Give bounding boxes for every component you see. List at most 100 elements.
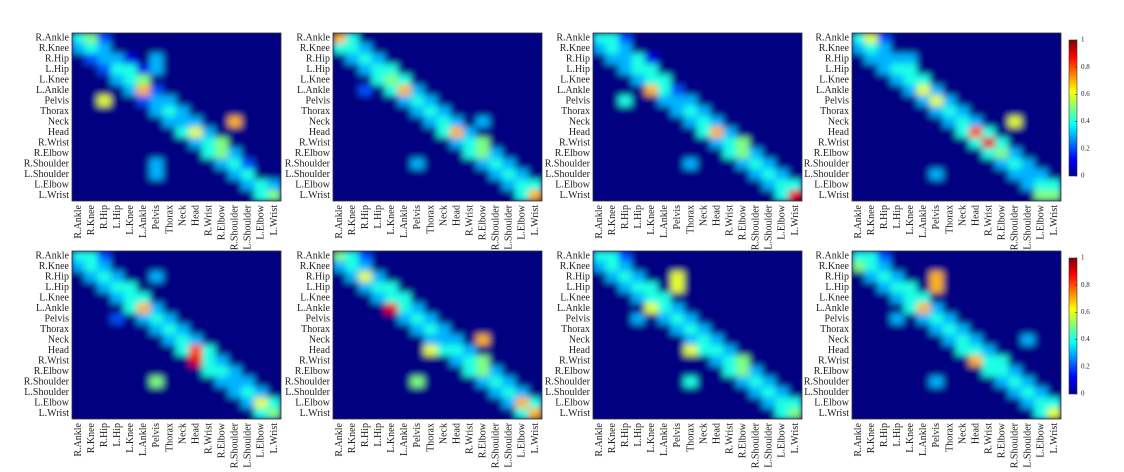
cell: [502, 292, 517, 304]
cell: [254, 261, 269, 273]
cell: [189, 33, 204, 44]
cell: [97, 116, 112, 128]
cell: [736, 251, 751, 262]
y-tick-label: L.Elbow: [295, 398, 330, 409]
cell: [202, 127, 217, 139]
cell: [254, 324, 269, 336]
cell: [723, 74, 738, 86]
cell: [254, 251, 269, 262]
cell: [528, 376, 542, 388]
cell: [618, 292, 633, 304]
cell: [1021, 190, 1036, 201]
cell: [697, 366, 712, 378]
cell: [995, 345, 1010, 357]
cell: [631, 116, 646, 128]
cell: [788, 106, 802, 118]
cell: [215, 190, 230, 201]
cell: [345, 127, 360, 139]
cell: [1047, 397, 1061, 409]
cell: [697, 334, 712, 346]
cell: [123, 106, 138, 118]
cell: [515, 292, 530, 304]
x-tick-label: L.Ankle: [659, 422, 670, 456]
cell: [136, 345, 151, 357]
cell: [657, 261, 672, 273]
cell: [852, 261, 866, 273]
cell: [254, 169, 269, 181]
cell: [502, 313, 517, 325]
cell: [1034, 179, 1049, 191]
cell: [371, 387, 386, 399]
cell: [1034, 324, 1049, 336]
cell: [723, 116, 738, 128]
cell: [593, 179, 607, 191]
cell: [149, 334, 164, 346]
x-tick-label: L.Hip: [373, 205, 384, 229]
cell: [683, 271, 698, 283]
cell: [345, 366, 360, 378]
cell: [723, 397, 738, 409]
cell: [657, 33, 672, 44]
cell: [123, 408, 138, 419]
cell: [969, 169, 984, 181]
cell: [982, 334, 997, 346]
cell: [476, 169, 491, 181]
cell: [358, 376, 373, 388]
y-tick-label: L.Knee: [560, 75, 590, 86]
cell: [657, 271, 672, 283]
cell: [697, 271, 712, 283]
cell: [97, 376, 112, 388]
cell: [84, 148, 99, 160]
y-tick-label: Head: [48, 127, 69, 138]
cell: [762, 313, 777, 325]
x-tick-label: L.Knee: [905, 204, 916, 234]
cell: [72, 53, 86, 65]
y-tick-label: R.Shoulder: [285, 377, 331, 388]
cell: [515, 397, 530, 409]
cell: [929, 271, 944, 283]
cell: [345, 271, 360, 283]
cell: [84, 303, 99, 315]
cell: [384, 334, 399, 346]
cell: [176, 43, 191, 55]
cell: [345, 408, 360, 419]
cell: [410, 74, 425, 86]
cell: [982, 387, 997, 399]
cell: [1021, 64, 1036, 76]
cell: [749, 366, 764, 378]
cell: [502, 148, 517, 160]
cell: [149, 261, 164, 273]
x-tick-label: R.Ankle: [73, 204, 84, 238]
y-tick-label: R.Knee: [560, 43, 591, 54]
cell: [254, 148, 269, 160]
cell: [176, 95, 191, 107]
cell: [1047, 74, 1061, 86]
cell: [775, 261, 790, 273]
cell: [1034, 106, 1049, 118]
cell: [450, 408, 465, 419]
cell: [916, 313, 931, 325]
x-tick-label: R.Shoulder: [230, 422, 241, 468]
x-tick-label: L.Shoulder: [243, 204, 254, 249]
cell: [644, 137, 659, 149]
cell: [358, 190, 373, 201]
cell: [736, 127, 751, 139]
cell: [736, 169, 751, 181]
cell: [929, 366, 944, 378]
cell: [450, 190, 465, 201]
cell: [723, 251, 738, 262]
cell: [476, 53, 491, 65]
cell: [657, 303, 672, 315]
cell: [123, 179, 138, 191]
cell: [515, 43, 530, 55]
cell: [176, 397, 191, 409]
x-tick-label: L.Hip: [892, 205, 903, 229]
cell: [605, 148, 620, 160]
cell: [618, 169, 633, 181]
cell: [736, 334, 751, 346]
cell: [903, 397, 918, 409]
cell: [267, 43, 281, 55]
x-tick-label: R.Elbow: [217, 204, 228, 240]
cell: [657, 324, 672, 336]
cells-blurred: [333, 251, 542, 419]
